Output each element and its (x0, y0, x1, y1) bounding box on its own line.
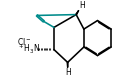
Text: H: H (65, 68, 70, 77)
Text: Cl$^-$: Cl$^-$ (17, 36, 31, 47)
Text: H: H (79, 1, 85, 10)
Polygon shape (67, 62, 68, 67)
Text: $^+$H$_3$N: $^+$H$_3$N (17, 43, 40, 56)
Polygon shape (76, 10, 79, 15)
